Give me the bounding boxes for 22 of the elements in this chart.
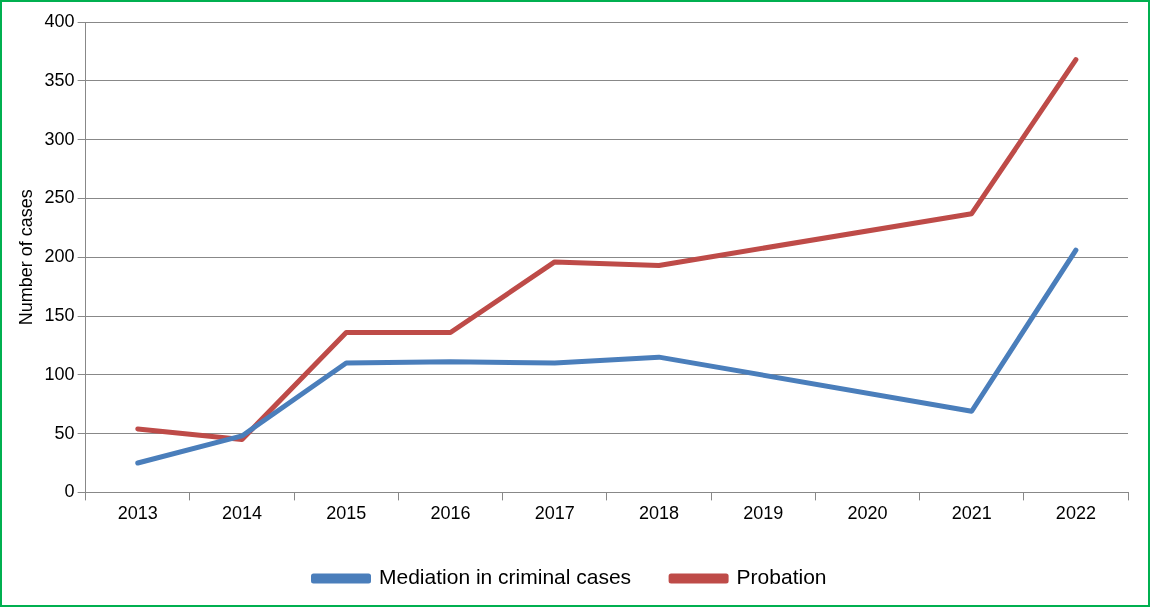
x-tick-label: 2022 xyxy=(1055,503,1096,524)
y-tick-label: 300 xyxy=(44,128,75,149)
x-tick-label: 2017 xyxy=(534,503,575,524)
legend-label: Probation xyxy=(736,565,827,589)
y-tick-label: 50 xyxy=(54,422,75,443)
legend-label: Mediation in criminal cases xyxy=(379,565,632,589)
y-tick-label: 350 xyxy=(44,69,75,90)
x-tick-label: 2016 xyxy=(430,503,471,524)
x-tick-label: 2021 xyxy=(951,503,992,524)
x-tick-label: 2020 xyxy=(847,503,888,524)
y-tick-label: 200 xyxy=(44,246,75,267)
x-tick-label: 2015 xyxy=(326,503,367,524)
y-tick-label: 400 xyxy=(44,10,75,31)
x-tick-label: 2013 xyxy=(117,503,158,524)
y-tick-label: 150 xyxy=(44,304,75,325)
x-tick-label: 2014 xyxy=(221,503,263,524)
x-tick-label: 2018 xyxy=(638,503,679,524)
y-tick-label: 100 xyxy=(44,363,75,384)
y-axis-title: Number of cases xyxy=(15,189,36,326)
y-tick-label: 0 xyxy=(64,481,75,502)
x-tick-label: 2019 xyxy=(743,503,784,524)
y-tick-label: 250 xyxy=(44,187,75,208)
